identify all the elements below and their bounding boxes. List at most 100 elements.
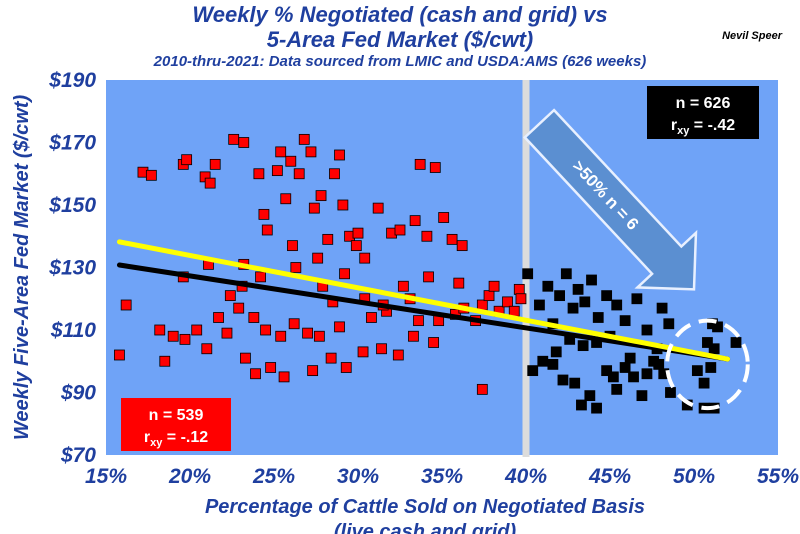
x-tick-label: 40%: [504, 465, 547, 488]
data-point-s0-80: [366, 312, 377, 323]
data-point-s1-5: [560, 268, 572, 280]
data-point-s0-93: [423, 271, 434, 283]
data-point-s0-73: [515, 293, 527, 305]
data-point-s1-6: [567, 302, 579, 314]
data-point-s0-70: [502, 296, 513, 308]
stat-box-red-r: rxy = -.12: [144, 429, 208, 449]
y-tick-label: $190: [48, 69, 96, 92]
data-point-s1-12: [611, 299, 623, 311]
data-point-s0-15: [209, 158, 221, 170]
data-point-s0-26: [275, 146, 287, 158]
x-tick-label: 55%: [757, 465, 799, 488]
data-point-s0-94: [453, 277, 465, 289]
data-point-s0-49: [446, 233, 458, 245]
data-point-s0-32: [308, 202, 320, 214]
data-point-s0-40: [359, 252, 371, 264]
data-point-s0-63: [428, 337, 440, 348]
data-point-s0-97: [287, 240, 298, 252]
data-point-s0-22: [253, 168, 265, 180]
data-point-s1-47: [691, 365, 703, 377]
data-point-s0-53: [250, 368, 261, 380]
x-axis-title: Percentage of Cattle Sold on Negotiated …: [205, 496, 645, 518]
data-point-s1-36: [665, 387, 676, 398]
data-point-s1-20: [547, 358, 559, 370]
x-tick-label: 45%: [588, 465, 631, 488]
data-point-s0-54: [265, 362, 277, 373]
stat-box-black-r: rxy = -.42: [671, 117, 735, 137]
data-point-s1-9: [586, 274, 597, 286]
x-axis-title-line2: (live cash and grid): [334, 521, 517, 534]
data-point-s0-29: [293, 168, 305, 180]
data-point-s1-11: [601, 290, 613, 302]
chart-title-line1: Weekly % Negotiated (cash and grid) vs: [192, 2, 608, 27]
trendline-0: [116, 262, 731, 362]
x-tick-label: 35%: [421, 465, 463, 488]
data-point-s0-76: [288, 318, 300, 330]
chart-subtitle: 2010-thru-2021: Data sourced from LMIC a…: [153, 53, 647, 70]
data-point-s0-16: [213, 312, 224, 323]
data-point-s1-30: [628, 371, 639, 383]
x-tick-label: 20%: [168, 465, 211, 488]
author-credit: Nevil Speer: [722, 30, 782, 42]
data-point-s0-33: [315, 190, 327, 202]
trendline-1: [116, 239, 731, 362]
data-point-s0-17: [221, 327, 233, 339]
data-point-s1-8: [579, 296, 591, 308]
data-point-s1-26: [601, 365, 613, 377]
data-point-s0-1: [120, 299, 132, 311]
data-point-s0-75: [275, 330, 287, 342]
y-tick-label: $130: [48, 257, 96, 280]
data-point-s0-11: [191, 324, 203, 336]
x-tick-label: 30%: [337, 465, 379, 488]
data-point-s0-74: [260, 324, 272, 336]
data-point-s0-90: [339, 268, 350, 280]
data-point-s1-14: [631, 293, 643, 305]
data-point-s1-18: [527, 365, 539, 377]
data-point-s0-62: [408, 330, 419, 342]
data-point-s1-4: [554, 290, 565, 302]
data-point-s0-92: [397, 280, 409, 292]
data-point-s1-32: [641, 368, 653, 380]
data-point-s0-51: [476, 383, 488, 395]
stat-box-black-bg: [647, 86, 759, 139]
x-tick-label: 25%: [252, 465, 295, 488]
data-point-s0-28: [285, 155, 297, 167]
data-point-s0-31: [305, 146, 317, 158]
data-point-s0-55: [278, 371, 290, 383]
data-point-s1-31: [636, 390, 648, 402]
chart-title-line2: 5-Area Fed Market ($/cwt): [266, 27, 534, 52]
data-point-s0-6: [167, 330, 179, 342]
data-point-s0-88: [290, 262, 302, 273]
x-tick-label: 15%: [85, 465, 127, 488]
data-point-s0-82: [413, 315, 424, 327]
stat-box-red-count: n = 539: [149, 407, 204, 424]
data-point-s0-10: [181, 154, 193, 166]
data-point-s0-23: [258, 208, 270, 220]
data-point-s1-7: [572, 283, 584, 295]
data-point-s0-3: [145, 169, 157, 181]
data-point-s1-50: [702, 337, 713, 348]
data-point-s1-27: [607, 371, 619, 383]
data-point-s0-87: [255, 271, 266, 283]
data-point-s1-19: [537, 355, 549, 367]
data-point-s0-5: [159, 355, 171, 367]
data-point-s1-15: [641, 324, 653, 336]
data-point-s1-38: [550, 346, 562, 358]
data-point-s1-10: [592, 312, 604, 323]
data-point-s0-43: [394, 224, 406, 236]
data-point-s1-34: [653, 358, 665, 370]
data-point-s1-29: [619, 362, 631, 373]
data-point-s0-44: [409, 215, 421, 227]
data-point-s0-24: [261, 224, 273, 236]
data-point-s0-0: [114, 349, 125, 361]
y-tick-label: $170: [48, 132, 96, 155]
data-point-s0-13: [201, 343, 213, 355]
data-point-s1-17: [663, 318, 675, 330]
data-point-s0-37: [337, 199, 349, 211]
data-point-s0-39: [350, 240, 362, 252]
data-point-s1-24: [584, 390, 596, 402]
data-point-s0-98: [352, 227, 364, 239]
data-point-s1-51: [730, 337, 742, 348]
data-point-s0-35: [329, 168, 340, 180]
data-point-s1-2: [542, 280, 554, 292]
